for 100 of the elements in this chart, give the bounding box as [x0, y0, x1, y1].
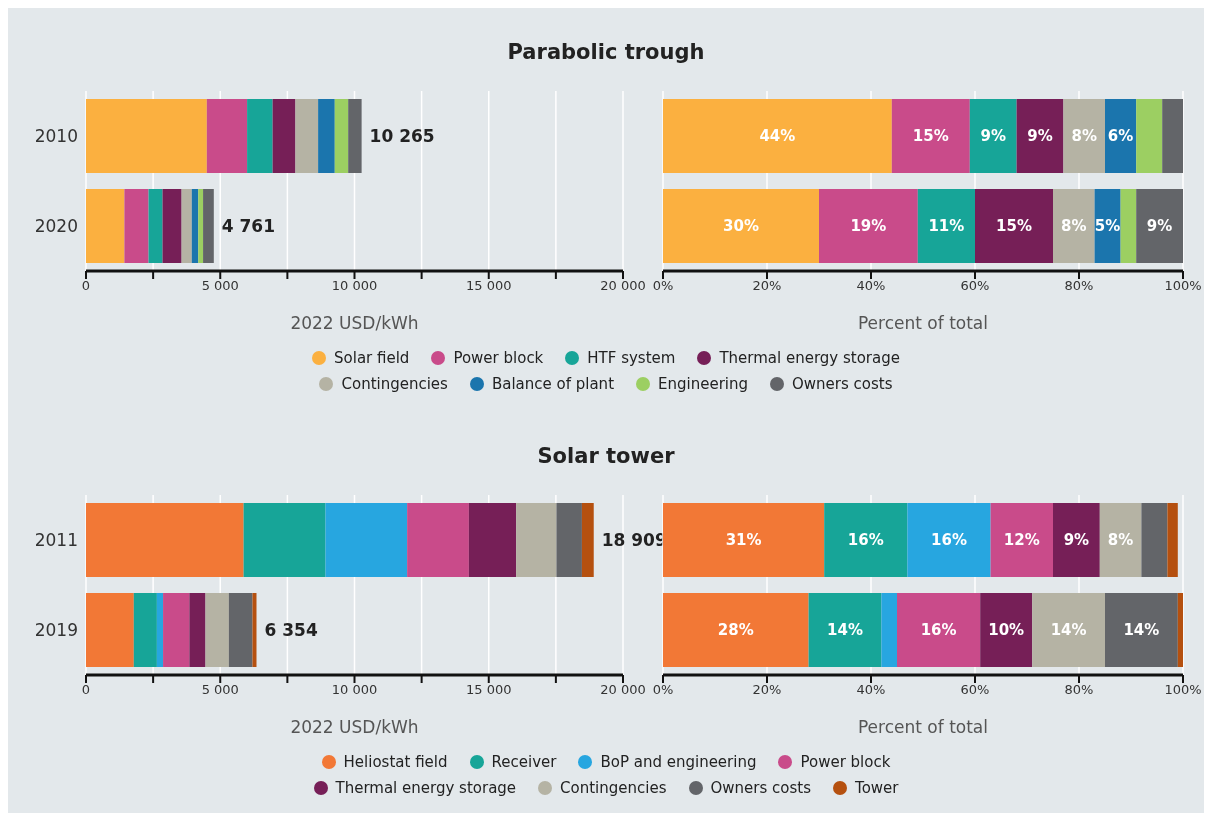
legend-label: Solar field	[334, 349, 410, 367]
legend-label: Contingencies	[341, 375, 448, 393]
bar	[808, 593, 882, 667]
data-label: 30%	[723, 217, 759, 236]
bar	[1136, 99, 1163, 173]
data-label: 11%	[928, 217, 965, 236]
bar	[917, 189, 975, 263]
x-axis-title: 2022 USD/kWh	[289, 717, 420, 737]
x-axis-title: Percent of total	[856, 313, 989, 333]
x-tick-label: 20 000	[600, 682, 646, 698]
bar	[975, 189, 1053, 263]
bar	[318, 99, 335, 173]
x-tick-label: 0	[81, 682, 91, 698]
x-tick-label: 80%	[1064, 682, 1094, 698]
legend-label: Power block	[453, 349, 544, 367]
legend-label: Power block	[800, 753, 891, 771]
legend-label: Contingencies	[560, 779, 667, 797]
data-label: 8%	[1071, 127, 1097, 146]
bar	[189, 593, 206, 667]
x-tick-label: 0	[81, 278, 91, 294]
x-tick-label: 0%	[652, 682, 674, 698]
bar	[663, 99, 892, 173]
y-tick-label: 2010	[34, 126, 78, 147]
y-tick-label: 2011	[34, 530, 78, 551]
total-label: 10 265	[369, 125, 435, 146]
x-tick-label: 20 000	[600, 278, 646, 294]
bar	[206, 99, 248, 173]
bar	[1105, 593, 1178, 667]
bar	[133, 593, 157, 667]
y-tick-label: 2019	[34, 620, 78, 641]
bar	[1099, 503, 1142, 577]
legend-label: Owners costs	[710, 779, 812, 797]
bar	[907, 503, 991, 577]
bar	[334, 99, 349, 173]
bar	[86, 503, 244, 577]
bar	[163, 593, 190, 667]
bar	[86, 189, 125, 263]
bar	[556, 503, 582, 577]
bar	[969, 99, 1017, 173]
chart-title: Solar tower	[536, 444, 676, 468]
bar	[1053, 503, 1100, 577]
bar	[1032, 593, 1105, 667]
bar	[156, 593, 164, 667]
x-tick-label: 10 000	[331, 278, 378, 294]
bar	[243, 503, 326, 577]
data-label: 28%	[717, 621, 754, 640]
bar	[1162, 99, 1183, 173]
bar	[1105, 99, 1137, 173]
bar	[1120, 189, 1137, 263]
bar	[891, 99, 970, 173]
bar	[881, 593, 897, 667]
data-label: 6%	[1107, 127, 1134, 146]
legend-label: Thermal energy storage	[719, 349, 900, 367]
bar	[516, 503, 557, 577]
bar	[86, 593, 134, 667]
data-label: 9%	[1063, 531, 1090, 550]
bar	[162, 189, 182, 263]
bar	[295, 99, 319, 173]
bar	[228, 593, 253, 667]
x-tick-label: 5 000	[201, 278, 239, 294]
legend-label: Receiver	[491, 753, 557, 771]
bar	[897, 593, 981, 667]
data-label: 9%	[1146, 217, 1173, 236]
data-label: 9%	[980, 127, 1006, 146]
data-label: 5%	[1094, 217, 1121, 236]
bar	[1141, 503, 1168, 577]
x-axis-title: 2022 USD/kWh	[289, 313, 420, 333]
bar	[980, 593, 1033, 667]
bar	[407, 503, 469, 577]
legend-label: HTF system	[587, 349, 676, 367]
data-label: 14%	[827, 621, 863, 640]
legend-label: Balance of plant	[491, 375, 615, 393]
legend-label: BoP and engineering	[600, 753, 757, 771]
data-label: 15%	[996, 217, 1032, 236]
bar	[86, 99, 207, 173]
bar	[124, 189, 149, 263]
x-axis-title: Percent of total	[856, 717, 989, 737]
bar	[1053, 189, 1095, 263]
x-tick-label: 80%	[1064, 278, 1094, 294]
bar	[1167, 503, 1178, 577]
bar	[247, 99, 273, 173]
total-label: 6 354	[264, 619, 318, 640]
x-tick-label: 20%	[752, 278, 782, 294]
legend-label: Tower	[855, 779, 899, 797]
x-tick-label: 0%	[652, 278, 674, 294]
data-label: 9%	[1027, 127, 1053, 146]
x-tick-label: 100%	[1164, 682, 1202, 698]
bar	[663, 189, 819, 263]
bar	[1094, 189, 1121, 263]
x-tick-label: 60%	[960, 278, 990, 294]
bar	[819, 189, 918, 263]
chart-title: Parabolic trough	[506, 40, 706, 64]
x-tick-label: 15 000	[466, 682, 512, 698]
bar	[325, 503, 408, 577]
x-tick-label: 20%	[752, 682, 782, 698]
bar	[990, 503, 1053, 577]
data-label: 8%	[1061, 217, 1087, 236]
data-label: 44%	[759, 127, 796, 146]
bar	[198, 189, 204, 263]
bar	[252, 593, 257, 667]
